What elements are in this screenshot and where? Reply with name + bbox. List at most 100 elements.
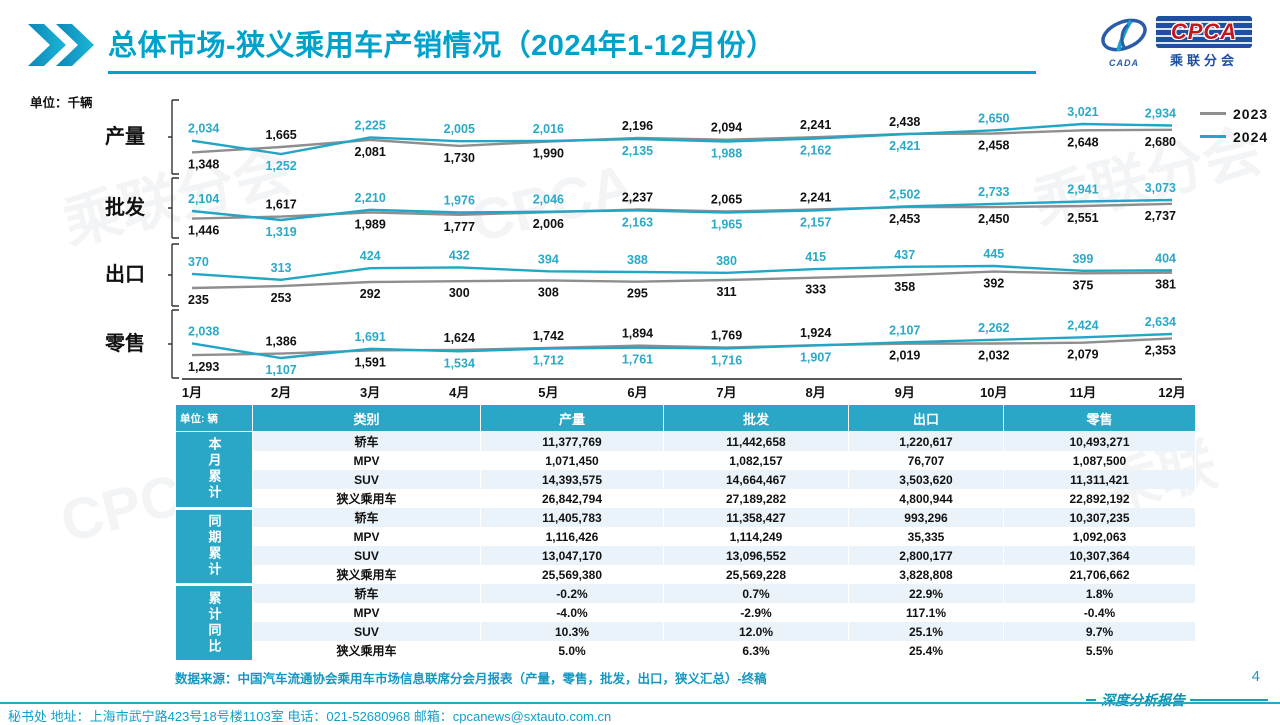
page-title: 总体市场-狭义乘用车产销情况（2024年1-12月份） xyxy=(108,22,1036,74)
table-header-cell: 批发 xyxy=(663,404,849,432)
data-label: 2,551 xyxy=(1067,211,1098,225)
data-label: 381 xyxy=(1155,278,1176,292)
table-row: 狭义乘用车 26,842,794 27,189,282 4,800,944 22,892… xyxy=(176,489,1196,508)
chart-area: 产量 2,034 1,348 1,665 1,252 2,225 2,081 2,005 1,7… xyxy=(0,98,1280,380)
data-label: 2,680 xyxy=(1145,135,1176,149)
value-cell: 9.7% xyxy=(1003,622,1196,641)
chart-row-title: 批发 xyxy=(105,197,145,219)
chart-row-title: 出口 xyxy=(105,264,145,286)
data-label: 295 xyxy=(627,287,648,301)
data-label: 2,163 xyxy=(622,215,653,229)
value-cell: 26,842,794 xyxy=(480,489,664,508)
data-label: 1,446 xyxy=(188,224,219,238)
data-label: 2,634 xyxy=(1145,315,1176,329)
value-cell: 25.4% xyxy=(848,641,1004,660)
data-label: 2,019 xyxy=(889,349,920,363)
report-tag: 深度分析报告 xyxy=(1086,690,1268,710)
month-label: 10月 xyxy=(980,385,1008,400)
data-label: 235 xyxy=(188,293,209,307)
data-label: 2,005 xyxy=(444,122,475,136)
value-cell: 1,087,500 xyxy=(1003,451,1196,470)
table-row: SUV 13,047,170 13,096,552 2,800,177 10,307,3… xyxy=(176,546,1196,565)
table-header-cell: 类别 xyxy=(252,404,481,432)
value-cell: -2.9% xyxy=(663,603,849,622)
line-chart: 2,104 1,446 1,617 1,319 2,210 1,989 1,976 1,777… xyxy=(188,181,1176,239)
data-label: 404 xyxy=(1155,251,1176,265)
report-type-label: 深度分析报告 xyxy=(1101,693,1185,709)
month-label: 4月 xyxy=(449,385,470,400)
chart-row-export: 出口 370 235 313 253 424 292 432 300 394 308 388 295 38… xyxy=(0,242,1280,308)
value-cell: 11,442,658 xyxy=(663,431,849,451)
table-row: SUV 10.3% 12.0% 25.1% 9.7% xyxy=(176,622,1196,641)
data-label: 2,241 xyxy=(800,118,831,132)
data-label: 311 xyxy=(716,285,736,299)
data-label: 375 xyxy=(1072,278,1093,292)
data-label: 2,458 xyxy=(978,139,1009,153)
data-label: 2,353 xyxy=(1145,343,1176,357)
data-label: 2,737 xyxy=(1145,209,1176,223)
axis-bracket xyxy=(168,99,179,175)
series-line-2024 xyxy=(191,332,1173,360)
axis-bracket xyxy=(168,243,179,307)
data-label: 2,196 xyxy=(622,119,653,133)
value-cell: 21,706,662 xyxy=(1003,565,1196,584)
chart-row-production: 产量 2,034 1,348 1,665 1,252 2,225 2,081 2,005 1,7… xyxy=(0,98,1280,176)
table-header-cell: 产量 xyxy=(480,404,664,432)
data-label: 1,617 xyxy=(265,198,296,212)
data-label: 313 xyxy=(271,261,292,275)
data-label: 380 xyxy=(716,254,737,268)
data-label: 1,924 xyxy=(800,326,831,340)
series-line-2023 xyxy=(191,270,1173,290)
axis-bracket xyxy=(168,309,179,379)
group-label-cell: 累计同比 xyxy=(175,582,253,661)
data-label: 2,934 xyxy=(1145,106,1176,120)
source-note: 数据来源：中国汽车流通协会乘用车市场信息联席分会月报表（产量，零售，批发，出口，… xyxy=(175,672,767,686)
data-label: 2,453 xyxy=(889,212,920,226)
data-label: 394 xyxy=(538,252,559,266)
value-cell: 11,377,769 xyxy=(480,431,664,451)
value-cell: 11,405,783 xyxy=(480,508,664,527)
table-row: MPV 1,116,426 1,114,249 35,335 1,092,063 xyxy=(176,527,1196,546)
data-label: 2,081 xyxy=(355,145,386,159)
month-label: 1月 xyxy=(181,385,203,400)
data-label: 1,386 xyxy=(265,335,296,349)
data-label: 2,450 xyxy=(978,212,1009,226)
data-label: 1,989 xyxy=(355,217,386,231)
data-label: 2,941 xyxy=(1067,183,1098,197)
data-label: 1,534 xyxy=(444,356,475,370)
data-label: 1,716 xyxy=(711,353,742,367)
data-label: 1,730 xyxy=(444,151,475,165)
value-cell: 117.1% xyxy=(848,603,1004,622)
data-label: 2,032 xyxy=(978,348,1009,362)
org-sub-text: 乘联分会 xyxy=(1169,53,1238,68)
data-label: 2,650 xyxy=(978,111,1009,125)
data-label: 1,691 xyxy=(355,330,386,344)
data-label: 2,006 xyxy=(533,217,564,231)
data-label: 424 xyxy=(360,249,381,263)
group-label-cell: 本月累计 xyxy=(175,431,253,509)
data-label: 3,021 xyxy=(1067,105,1098,119)
category-cell: MPV xyxy=(252,451,481,470)
value-cell: 22.9% xyxy=(848,584,1004,603)
data-label: 308 xyxy=(538,285,559,299)
category-cell: SUV xyxy=(252,622,481,641)
chart-row-wholesale: 批发 2,104 1,446 1,617 1,319 2,210 1,989 1,976 1,7… xyxy=(0,176,1280,240)
legend: 2023 2024 xyxy=(1200,102,1268,148)
cpca-text: CPCA xyxy=(1170,19,1238,44)
legend-label: 2023 xyxy=(1233,105,1269,122)
value-cell: 12.0% xyxy=(663,622,849,641)
month-label: 8月 xyxy=(805,385,826,400)
data-label: 1,965 xyxy=(711,218,742,232)
value-cell: 10.3% xyxy=(480,622,664,641)
data-label: 370 xyxy=(188,255,209,269)
divider-line xyxy=(1190,699,1268,701)
data-label: 2,104 xyxy=(188,192,219,206)
footer-bar: 秘书处 地址：上海市武宁路423号18号楼1103室 电话：021-526809… xyxy=(0,702,1280,724)
x-axis: 1月 2月 3月 4月 5月 6月 7月 8月 9月 10月 11月 12月 xyxy=(181,382,1186,400)
data-label: 1,988 xyxy=(711,147,742,161)
category-cell: MPV xyxy=(252,603,481,622)
value-cell: 1,082,157 xyxy=(663,451,849,470)
month-label: 7月 xyxy=(716,385,737,400)
data-label: 1,712 xyxy=(533,353,564,367)
